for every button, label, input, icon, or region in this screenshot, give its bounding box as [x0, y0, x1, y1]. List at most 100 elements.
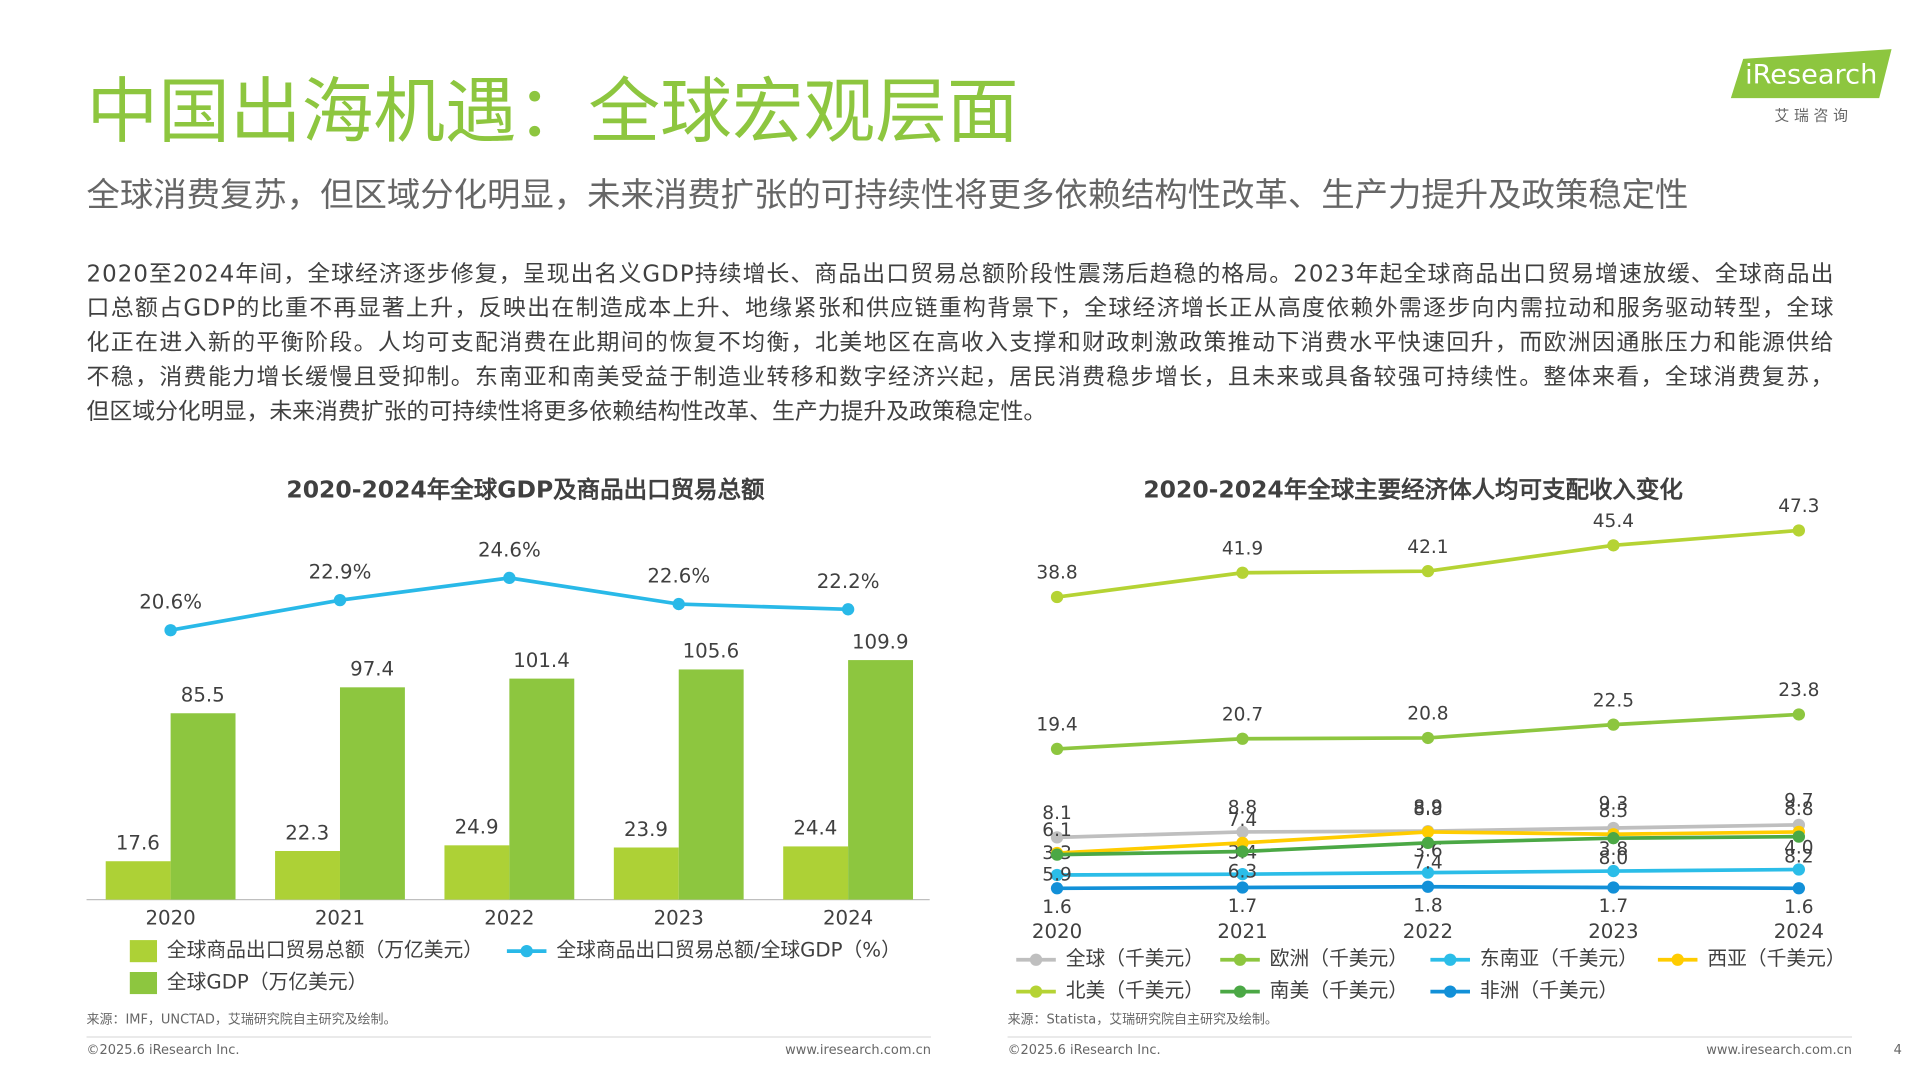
- data-label: 1.7: [1228, 896, 1257, 917]
- logo: iResearch: [1745, 60, 1877, 91]
- point: [1236, 845, 1249, 858]
- body-text: 化正在进入新的平衡阶段。人均可支配消费在此期间的恢复不均衡，北美地区在高收入支撑…: [87, 330, 1834, 356]
- data-label: 23.9: [624, 818, 668, 841]
- bar: [613, 847, 679, 900]
- data-label: 42.1: [1407, 537, 1448, 558]
- data-label: 20.6%: [139, 591, 202, 614]
- point: [1792, 882, 1806, 895]
- bar: [444, 845, 510, 900]
- data-label: 9.3: [1599, 794, 1628, 815]
- data-label: 8.0: [1599, 848, 1628, 869]
- data-label: 20.7: [1222, 704, 1263, 725]
- x-tick-label: 2021: [1217, 920, 1267, 943]
- legend-swatch: [1029, 953, 1043, 966]
- x-tick-label: 2023: [654, 907, 704, 930]
- point: [1607, 832, 1620, 845]
- point: [1421, 731, 1435, 745]
- data-label: 47.3: [1778, 496, 1819, 517]
- point: [1421, 880, 1435, 893]
- data-label: 22.6%: [647, 565, 710, 588]
- point: [1421, 565, 1435, 578]
- data-label: 109.9: [852, 630, 909, 653]
- data-label: 9.7: [1784, 791, 1813, 812]
- legend-swatch: [129, 940, 158, 963]
- data-label: 22.3: [285, 821, 329, 844]
- x-tick-label: 2024: [823, 907, 873, 930]
- data-label: 1.6: [1042, 897, 1071, 918]
- data-label: 8.2: [1784, 847, 1813, 868]
- bar: [678, 669, 744, 900]
- point: [1236, 566, 1249, 579]
- data-label: 8.8: [1228, 798, 1257, 819]
- point: [333, 594, 347, 607]
- data-label: 3.6: [1413, 841, 1442, 862]
- data-label: 1.6: [1784, 897, 1813, 918]
- bar: [275, 850, 340, 900]
- footer-text: www.iresearch.com.cn: [785, 1043, 931, 1058]
- legend-label: 全球商品出口贸易总额（万亿美元）: [167, 939, 483, 962]
- point: [672, 597, 685, 611]
- point: [1607, 539, 1620, 552]
- line: [170, 576, 849, 633]
- data-label: 8.8: [1413, 799, 1442, 820]
- data-label: 24.6%: [478, 538, 541, 561]
- data-label: 41.9: [1222, 538, 1263, 559]
- data-label: 8.8: [1784, 799, 1813, 820]
- legend-label: 全球（千美元）: [1066, 947, 1204, 970]
- data-label: 7.4: [1228, 810, 1257, 831]
- x-tick-label: 2024: [1774, 920, 1824, 943]
- legend-label: 非洲（千美元）: [1480, 979, 1618, 1002]
- legend-label: 欧洲（千美元）: [1270, 947, 1408, 970]
- data-label: 22.2%: [817, 570, 880, 593]
- point: [1421, 825, 1435, 839]
- data-label: 6.1: [1042, 820, 1071, 841]
- body-text: 不稳，消费能力增长缓慢且受抑制。东南亚和南美受益于制造业转移和数字经济兴起，居民…: [87, 365, 1834, 391]
- legend-swatch: [1444, 985, 1457, 998]
- data-label: 97.4: [350, 658, 394, 681]
- point: [1050, 848, 1064, 861]
- data-label: 22.5: [1593, 690, 1634, 711]
- x-tick-label: 2021: [315, 907, 365, 930]
- logo-cn: 艾 瑞 咨 询: [1774, 108, 1847, 125]
- x-tick-label: 2020: [145, 907, 195, 930]
- subtitle: 全球消费复苏，但区域分化明显，未来消费扩张的可持续性将更多依赖结构性改革、生产力…: [87, 175, 1689, 214]
- bar: [170, 713, 236, 900]
- chart-title: 2020-2024年全球GDP及商品出口贸易总额: [286, 475, 765, 503]
- data-label: 1.8: [1413, 895, 1442, 916]
- body-text: 但区域分化明显，未来消费扩张的可持续性将更多依赖结构性改革、生产力提升及政策稳定…: [87, 399, 1047, 425]
- point: [1792, 708, 1806, 721]
- point: [1236, 868, 1249, 881]
- legend-swatch: [1233, 953, 1247, 966]
- point: [1050, 590, 1064, 604]
- data-label: 4.0: [1784, 838, 1813, 859]
- point: [1236, 732, 1249, 745]
- x-tick-label: 2022: [1403, 920, 1453, 943]
- data-label: 20.8: [1407, 704, 1448, 725]
- data-label: 105.6: [683, 640, 740, 663]
- point: [1421, 866, 1435, 879]
- bar: [848, 660, 914, 900]
- data-label: 3.8: [1599, 839, 1628, 860]
- point: [1607, 864, 1620, 878]
- data-label: 8.5: [1599, 801, 1628, 822]
- point: [1792, 863, 1806, 876]
- data-label: 22.9%: [309, 561, 372, 584]
- data-label: 24.4: [793, 817, 837, 840]
- chart-title: 2020-2024年全球主要经济体人均可支配收入变化: [1143, 475, 1683, 503]
- point: [1236, 836, 1249, 850]
- legend-swatch: [520, 945, 533, 958]
- body-text: 口总额占GDP的比重不再显著上升，反映出在制造成本上升、地缘紧张和供应链重构背景…: [87, 296, 1834, 322]
- data-label: 24.9: [455, 816, 499, 839]
- point: [1050, 882, 1064, 895]
- data-label: 45.4: [1593, 511, 1634, 532]
- body-text: 2020至2024年间，全球经济逐步修复，呈现出名义GDP持续增长、商品出口贸易…: [87, 261, 1834, 287]
- x-tick-label: 2020: [1032, 920, 1082, 943]
- point: [841, 603, 855, 616]
- legend-swatch: [129, 972, 158, 995]
- source: 来源：Statista，艾瑞研究院自主研究及绘制。: [1008, 1012, 1278, 1027]
- legend-swatch: [1671, 953, 1684, 966]
- bar: [339, 687, 405, 900]
- point: [1607, 881, 1620, 894]
- legend-label: 全球商品出口贸易总额/全球GDP（%）: [556, 939, 901, 962]
- legend-swatch: [1444, 953, 1457, 966]
